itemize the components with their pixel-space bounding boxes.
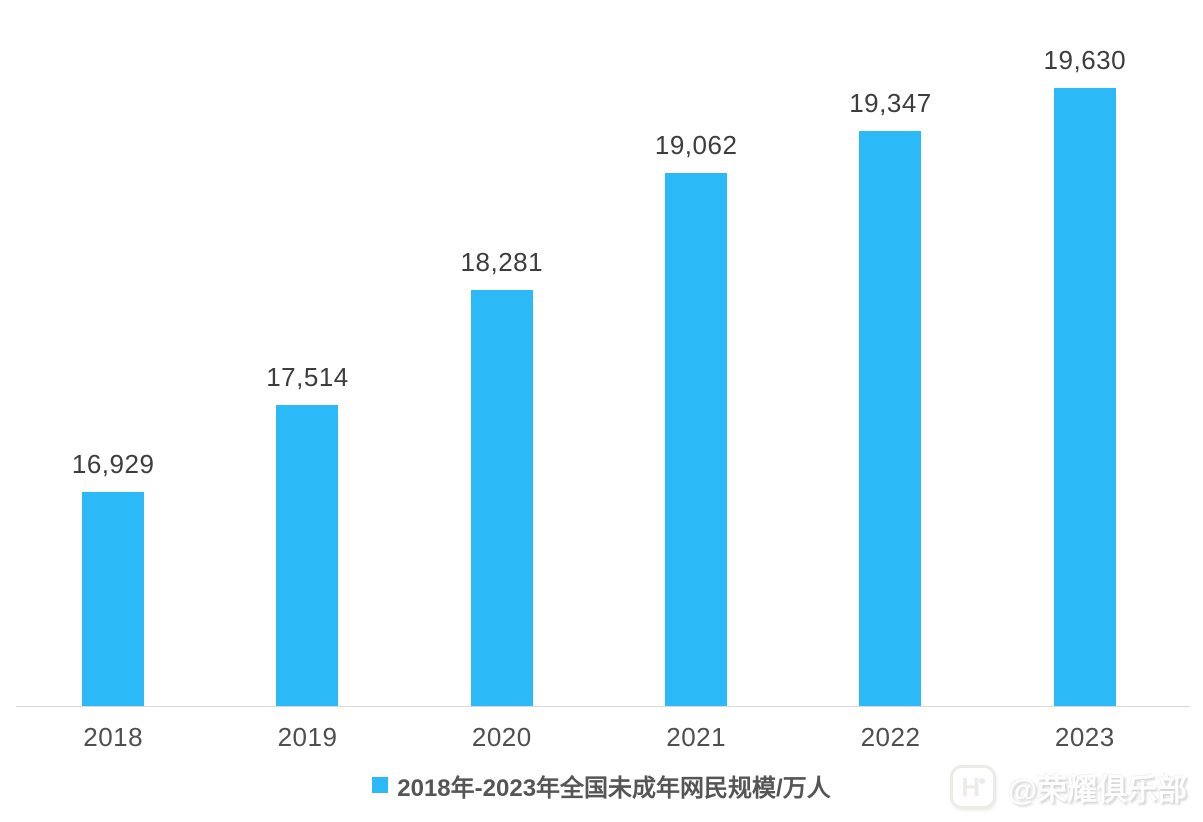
- chart-plot-area: 16,929 17,514 18,281 19,062 19,347 19,630: [16, 33, 1182, 706]
- x-tick-label: 2020: [471, 722, 532, 752]
- x-tick-label: 2018: [83, 722, 144, 752]
- x-tick-label: 2022: [860, 722, 921, 752]
- legend-label: 2018年-2023年全国未成年网民规模/万人: [397, 774, 831, 802]
- bar-value-label: 19,347: [849, 88, 932, 118]
- bar-group-2022: 19,347: [793, 33, 987, 706]
- bar: [859, 131, 922, 706]
- logo-letter: H: [961, 771, 981, 802]
- watermark-handle: @荣耀俱乐部: [1007, 774, 1187, 807]
- bar-value-label: 17,514: [266, 362, 349, 392]
- x-axis-line: [16, 706, 1190, 707]
- bar-group-2020: 18,281: [405, 33, 599, 706]
- bar-value-label: 18,281: [460, 247, 544, 277]
- x-tick-label: 2019: [277, 722, 338, 752]
- x-tick-label: 2021: [666, 722, 727, 752]
- bar-value-label: 16,929: [71, 449, 155, 479]
- honor-club-logo-icon: H: [949, 765, 996, 809]
- bar-value-label: 19,630: [1043, 45, 1127, 75]
- bar-group-2021: 19,062: [599, 33, 793, 706]
- bar-group-2018: 16,929: [16, 33, 210, 706]
- bar-value-label: 19,062: [654, 130, 738, 160]
- bar: [665, 173, 728, 706]
- bar: [470, 290, 533, 706]
- logo-dot-icon: [978, 778, 985, 784]
- chart-legend: 2018年-2023年全国未成年网民规模/万人: [0, 768, 1203, 802]
- legend-swatch-icon: [372, 777, 389, 793]
- bar: [82, 492, 145, 706]
- x-tick-label: 2023: [1054, 722, 1115, 752]
- x-axis-labels: 2018 2019 2020 2021 2022 2023: [16, 720, 1182, 754]
- bar-group-2023: 19,630: [988, 33, 1182, 706]
- bar: [276, 405, 339, 706]
- watermark: H @荣耀俱乐部: [949, 763, 1187, 811]
- bar: [1053, 88, 1116, 706]
- bar-group-2019: 17,514: [210, 33, 404, 706]
